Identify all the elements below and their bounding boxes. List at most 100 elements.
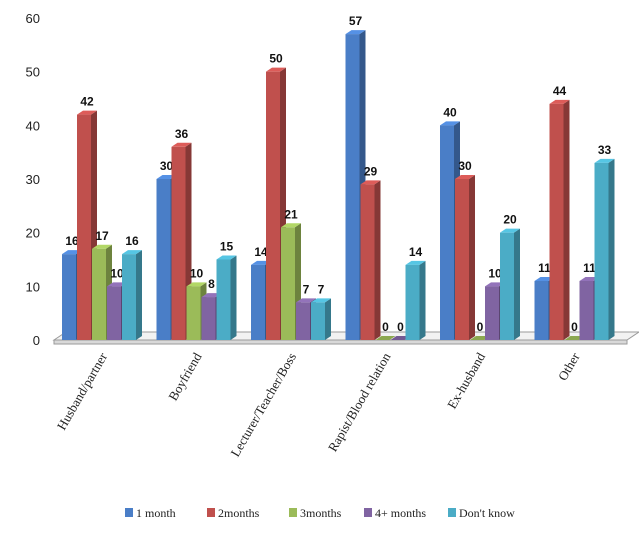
bar-front <box>92 248 106 340</box>
category-label: Boyfriend <box>165 350 205 404</box>
bar-front <box>405 264 420 340</box>
data-label: 10 <box>190 266 204 280</box>
bar-front <box>201 297 216 340</box>
bar-top <box>375 336 396 340</box>
data-label: 50 <box>269 52 283 66</box>
bar-front <box>251 264 265 340</box>
data-label: 7 <box>303 282 310 296</box>
bar-top <box>171 142 192 147</box>
bar-side <box>325 298 331 340</box>
data-label: 16 <box>65 234 79 248</box>
bar-top <box>266 67 286 72</box>
bar-front <box>77 114 91 340</box>
bar-top <box>405 260 426 265</box>
data-label: 17 <box>95 229 109 243</box>
bar-front <box>440 125 454 340</box>
bar-top <box>500 228 520 233</box>
bar-side <box>514 228 520 340</box>
legend-label: 1 month <box>136 506 176 520</box>
bar <box>405 260 426 340</box>
data-label: 29 <box>364 164 378 178</box>
bar-side <box>608 158 615 340</box>
data-label: 14 <box>409 245 423 259</box>
bar-front <box>579 280 594 340</box>
category-label: Husband/partner <box>54 349 111 432</box>
legend-swatch <box>364 508 372 517</box>
bar-top <box>186 282 207 287</box>
legend-swatch <box>207 508 215 517</box>
bar-top <box>122 250 142 255</box>
data-label: 14 <box>254 245 268 259</box>
legend-label: 2months <box>218 506 260 520</box>
bar-front <box>156 179 171 340</box>
chart-floor-edge <box>53 339 628 345</box>
bar-front <box>171 146 186 340</box>
bar-front <box>455 179 469 340</box>
category-label: Other <box>555 349 583 383</box>
data-label: 30 <box>458 159 472 173</box>
bar-front <box>296 302 310 340</box>
data-label: 10 <box>488 266 502 280</box>
data-label: 0 <box>571 320 578 334</box>
data-label: 7 <box>318 282 325 296</box>
bar-top <box>455 175 475 179</box>
legend-label: 3months <box>300 506 342 520</box>
data-label: 11 <box>538 261 551 275</box>
bar-front <box>266 71 280 341</box>
data-label: 42 <box>80 95 94 109</box>
bar-front <box>107 286 121 340</box>
data-label: 57 <box>349 14 363 28</box>
bar <box>122 250 142 340</box>
bar-top <box>281 223 301 228</box>
bar-top <box>345 30 366 35</box>
data-label: 8 <box>208 277 215 291</box>
bar-front <box>311 302 325 340</box>
bar-side <box>419 260 426 340</box>
data-label: 15 <box>220 240 234 254</box>
data-label: 20 <box>503 213 517 227</box>
bar <box>500 228 520 340</box>
bar-front <box>549 103 564 340</box>
bar-front <box>534 280 549 340</box>
data-label: 0 <box>477 320 484 334</box>
bar <box>311 298 331 340</box>
legend-swatch <box>289 508 297 517</box>
bar-side <box>136 250 142 340</box>
y-tick-label: 40 <box>26 118 40 133</box>
bar-top <box>77 110 97 115</box>
bar-side <box>563 99 570 340</box>
data-label: 36 <box>175 127 189 141</box>
bar <box>549 99 570 340</box>
bar <box>375 336 396 340</box>
category-label: Rapist/Blood relation <box>325 350 394 455</box>
data-label: 16 <box>125 234 139 248</box>
y-tick-label: 30 <box>26 172 40 187</box>
bar-top <box>360 180 381 185</box>
data-label: 10 <box>110 266 124 280</box>
bar-side <box>374 180 381 340</box>
y-tick-label: 50 <box>26 65 40 80</box>
bar <box>360 180 381 340</box>
data-label: 40 <box>443 105 457 119</box>
data-label: 11 <box>583 261 596 275</box>
bar <box>216 255 237 340</box>
bar-top <box>92 244 112 249</box>
y-tick-label: 20 <box>26 226 40 241</box>
data-label: 33 <box>598 143 612 157</box>
data-label: 30 <box>160 159 174 173</box>
bar-front <box>360 184 375 340</box>
legend-swatch <box>125 508 133 517</box>
category-label: Ex-husband <box>444 350 488 412</box>
bar-front <box>485 286 499 340</box>
legend-label: Don't know <box>459 506 515 520</box>
bar <box>455 175 475 340</box>
y-tick-label: 60 <box>26 11 40 26</box>
bar-top <box>440 121 460 126</box>
data-label: 44 <box>553 84 567 98</box>
bar <box>594 158 615 340</box>
category-label: Lecturer/Teacher/Boss <box>227 350 299 459</box>
legend-swatch <box>448 508 456 517</box>
bar-front <box>216 259 231 340</box>
